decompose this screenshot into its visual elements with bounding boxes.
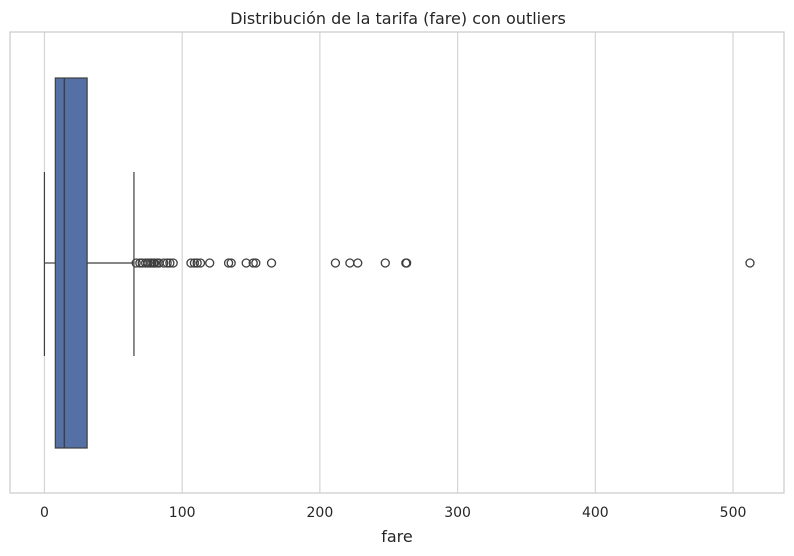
outlier-point bbox=[266, 258, 277, 268]
outlier-point bbox=[226, 258, 236, 268]
outlier-point bbox=[251, 258, 261, 268]
outlier-point bbox=[195, 258, 206, 268]
outlier-point bbox=[330, 258, 341, 268]
outlier-point bbox=[149, 258, 160, 268]
outlier-point bbox=[223, 258, 234, 268]
plot-frame bbox=[9, 31, 785, 494]
chart-title: Distribución de la tarifa (fare) con out… bbox=[230, 9, 566, 28]
outlier-point bbox=[189, 258, 200, 268]
outlier-point bbox=[192, 258, 202, 268]
x-tick-label: 300 bbox=[444, 505, 471, 521]
outlier-point bbox=[205, 258, 215, 268]
x-tick-label: 100 bbox=[169, 505, 196, 521]
outlier-point bbox=[380, 258, 390, 268]
box-iqr bbox=[54, 77, 88, 449]
outlier-point bbox=[168, 258, 178, 268]
x-axis-label: fare bbox=[381, 527, 413, 546]
outlier-point bbox=[745, 258, 755, 268]
outlier-layer bbox=[131, 258, 755, 268]
outlier-point bbox=[162, 258, 172, 268]
outlier-point bbox=[241, 258, 251, 268]
x-tick-label: 500 bbox=[720, 505, 747, 521]
tick-layer: 0 100 200 300 400 500 bbox=[40, 505, 746, 521]
outlier-point bbox=[158, 258, 169, 268]
outlier-point bbox=[165, 258, 175, 268]
outlier-point bbox=[353, 258, 363, 268]
outlier-point bbox=[345, 258, 355, 268]
outlier-point bbox=[248, 258, 258, 268]
box-layer bbox=[43, 77, 135, 449]
outlier-point bbox=[186, 258, 196, 268]
grid-layer bbox=[43, 32, 734, 493]
x-tick-label: 200 bbox=[307, 505, 334, 521]
outlier-point bbox=[131, 258, 141, 268]
outlier-point bbox=[401, 258, 412, 268]
x-tick-label: 400 bbox=[582, 505, 609, 521]
x-tick-label: 0 bbox=[40, 505, 49, 521]
